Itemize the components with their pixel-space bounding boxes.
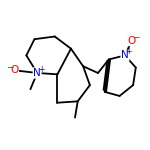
Text: N: N bbox=[33, 68, 41, 78]
Text: −: − bbox=[132, 32, 140, 41]
Text: −: − bbox=[6, 62, 14, 71]
Text: +: + bbox=[38, 65, 44, 74]
Text: O: O bbox=[128, 36, 136, 46]
Text: N: N bbox=[121, 50, 129, 60]
Text: +: + bbox=[126, 47, 132, 56]
Text: O: O bbox=[10, 65, 18, 75]
